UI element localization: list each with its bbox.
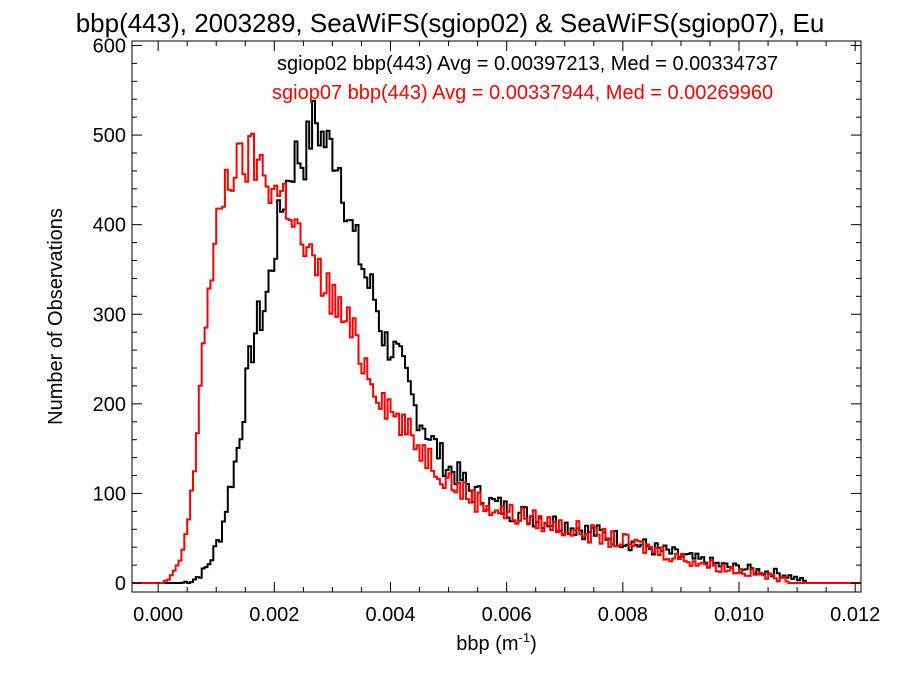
y-tick-label: 100 [93,483,126,505]
x-tick-label: 0.000 [133,604,183,626]
series-line-sgiop02 [132,99,861,584]
x-tick-label: 0.006 [482,604,532,626]
x-tick-label: 0.002 [249,604,299,626]
y-tick-label: 0 [115,573,126,595]
x-tick-label: 0.004 [365,604,415,626]
series-layer [132,99,861,584]
x-tick-label: 0.010 [714,604,764,626]
x-axis-label-exponent: -1 [519,630,531,645]
y-tick-label: 300 [93,304,126,326]
y-tick-label: 400 [93,215,126,237]
chart-title: bbp(443), 2003289, SeaWiFS(sgiop02) & Se… [76,8,825,38]
plot-area: 0.000 0.002 0.004 0.006 0.008 0.010 0.012 0 100 2… [93,35,881,626]
x-axis-label-main: bbp (m [456,633,518,655]
legend-entry-sgiop07: sgiop07 bbp(443) Avg = 0.00337944, Med =… [272,82,773,104]
y-axis-label: Number of Observations [45,208,67,425]
series-line-sgiop07 [132,132,861,584]
x-tick-label: 0.012 [830,604,880,626]
x-tick-label: 0.008 [598,604,648,626]
y-tick-label: 600 [93,35,126,57]
legend: sgiop02 bbp(443) Avg = 0.00397213, Med =… [272,53,778,104]
ticks-layer: 0.000 0.002 0.004 0.006 0.008 0.010 0.012 0 100 2… [93,35,881,626]
y-tick-label: 200 [93,394,126,416]
legend-entry-sgiop02: sgiop02 bbp(443) Avg = 0.00397213, Med =… [277,53,778,75]
y-tick-label: 500 [93,125,126,147]
x-axis-label-close: ) [530,633,537,655]
plot-frame [131,40,862,593]
x-axis-label: bbp (m-1) [456,630,536,655]
